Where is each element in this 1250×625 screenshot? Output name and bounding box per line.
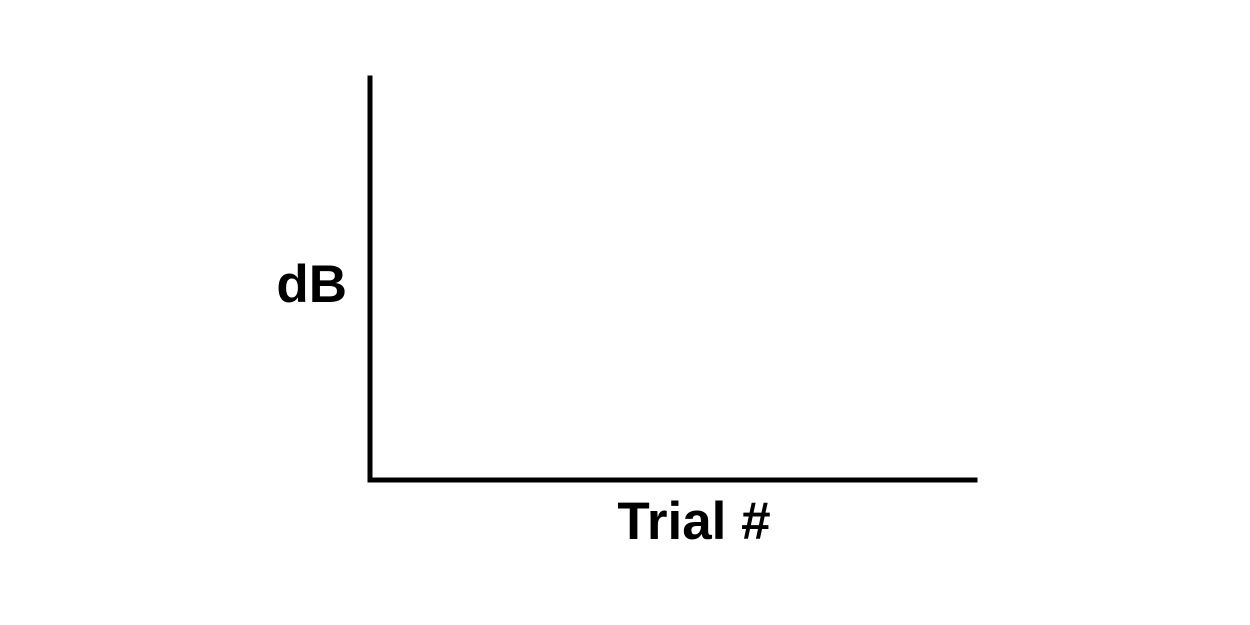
x-axis-label: Trial # xyxy=(617,492,770,551)
y-axis-label: dB xyxy=(276,255,347,314)
